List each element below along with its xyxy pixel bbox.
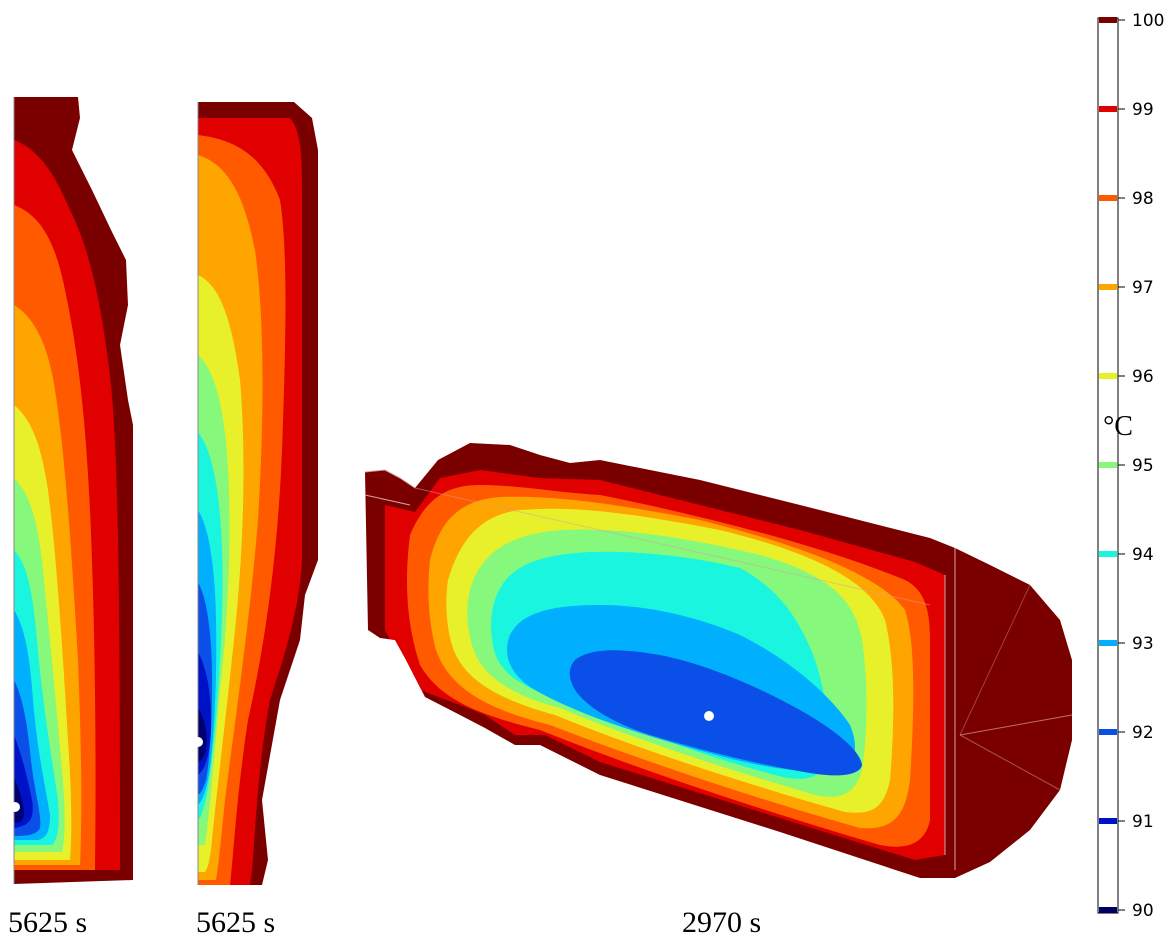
- colorbar-swatch-97: [1099, 284, 1117, 290]
- colorbar-swatch-99: [1099, 106, 1117, 112]
- contour-panel-left: [14, 97, 133, 884]
- colorbar-swatch-95: [1099, 462, 1117, 468]
- contour-panel-middle: [198, 102, 318, 885]
- time-caption-right: 2970 s: [682, 906, 761, 935]
- colorbar-swatch-98: [1099, 195, 1117, 201]
- colorbar-swatch-96: [1099, 373, 1117, 379]
- colorbar-tick-label-95: 95: [1132, 456, 1154, 476]
- probe-point-middle: [193, 737, 203, 747]
- colorbar-tick-label-91: 91: [1132, 812, 1154, 832]
- colorbar-swatch-92: [1099, 729, 1117, 735]
- colorbar-swatch-100: [1099, 17, 1117, 23]
- colorbar-unit-label: °C: [1103, 411, 1133, 442]
- probe-point-right: [704, 711, 714, 721]
- colorbar-swatch-91: [1099, 818, 1117, 824]
- contour-panel-right: [365, 443, 1072, 878]
- colorbar: 100 99 98 97 96 95 94 93 92 91 90 °C: [1097, 11, 1164, 921]
- colorbar-tick-label-100: 100: [1132, 11, 1164, 31]
- colorbar-tick-label-97: 97: [1132, 278, 1154, 298]
- colorbar-tick-label-94: 94: [1132, 545, 1154, 565]
- colorbar-swatch-93: [1099, 640, 1117, 646]
- colorbar-tick-label-99: 99: [1132, 100, 1154, 120]
- time-caption-middle: 5625 s: [196, 906, 275, 935]
- colorbar-tick-label-93: 93: [1132, 634, 1154, 654]
- time-caption-left: 5625 s: [8, 906, 87, 935]
- colorbar-swatch-94: [1099, 551, 1117, 557]
- colorbar-tick-label-92: 92: [1132, 723, 1154, 743]
- colorbar-tick-label-90: 90: [1132, 901, 1154, 921]
- probe-point-left: [10, 802, 20, 812]
- colorbar-tick-label-96: 96: [1132, 367, 1154, 387]
- colorbar-swatch-90: [1099, 907, 1117, 913]
- colorbar-tick-label-98: 98: [1132, 189, 1154, 209]
- bottle-outline: [364, 469, 1073, 870]
